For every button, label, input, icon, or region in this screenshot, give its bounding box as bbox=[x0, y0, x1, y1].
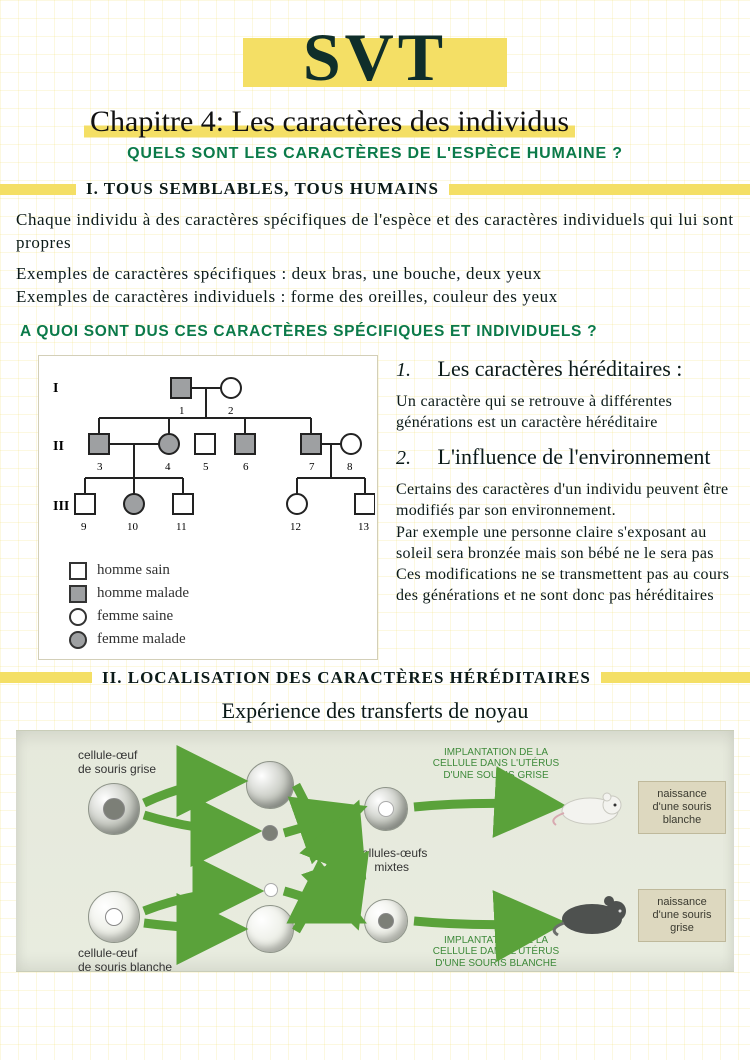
pedigree-figure: 1 2 3 4 5 6 7 8 bbox=[38, 355, 378, 660]
section-2-heading: II. LOCALISATION DES CARACTÈRES HÉRÉDITA… bbox=[0, 668, 750, 688]
svg-text:5: 5 bbox=[203, 461, 209, 473]
legend-item: femme saine bbox=[69, 608, 371, 626]
section-1-heading: I. TOUS SEMBLABLES, TOUS HUMAINS bbox=[0, 179, 750, 199]
legend-item: homme sain bbox=[69, 562, 371, 580]
svg-text:II: II bbox=[53, 439, 64, 454]
sub-2-heading: 2. L'influence de l'environnement bbox=[396, 445, 732, 469]
svg-text:7: 7 bbox=[309, 461, 315, 473]
section-1-subquestion: A QUOI SONT DUS CES CARACTÈRES SPÉCIFIQU… bbox=[20, 323, 750, 341]
result-grey: naissance d'une souris grise bbox=[638, 889, 726, 943]
section-2-title: II. LOCALISATION DES CARACTÈRES HÉRÉDITA… bbox=[102, 668, 591, 688]
svg-text:13: 13 bbox=[358, 521, 370, 533]
legend-item: homme malade bbox=[69, 585, 371, 603]
svg-text:III: III bbox=[53, 499, 69, 514]
sub-1-body: Un caractère qui se retrouve à différent… bbox=[396, 391, 732, 433]
main-question: QUELS SONT LES CARACTÈRES DE L'ESPÈCE HU… bbox=[0, 145, 750, 163]
section-1-p3: Exemples de caractères individuels : for… bbox=[0, 286, 750, 309]
section-1-p2: Exemples de caractères spécifiques : deu… bbox=[0, 263, 750, 286]
section-1-title: I. TOUS SEMBLABLES, TOUS HUMAINS bbox=[86, 179, 439, 199]
svg-text:4: 4 bbox=[165, 461, 171, 473]
experiment-title: Expérience des transferts de noyau bbox=[0, 698, 750, 724]
sub-2-body-a: Certains des caractères d'un individu pe… bbox=[396, 479, 732, 521]
svg-text:2: 2 bbox=[228, 405, 234, 417]
svg-text:11: 11 bbox=[176, 521, 187, 533]
svg-text:I: I bbox=[53, 381, 58, 396]
experiment-figure: cellule-œuf de souris grise cellule-œuf … bbox=[16, 730, 734, 972]
svg-text:1: 1 bbox=[179, 405, 185, 417]
mouse-white-icon bbox=[552, 783, 630, 827]
svg-text:6: 6 bbox=[243, 461, 249, 473]
svg-text:12: 12 bbox=[290, 521, 301, 533]
svg-text:10: 10 bbox=[127, 521, 139, 533]
svg-text:3: 3 bbox=[97, 461, 103, 473]
sub-2-body-b: Par exemple une personne claire s'exposa… bbox=[396, 522, 732, 564]
legend-item: femme malade bbox=[69, 631, 371, 649]
sub-1-heading: 1. Les caractères héréditaires : bbox=[396, 357, 732, 381]
result-white: naissance d'une souris blanche bbox=[638, 781, 726, 835]
svg-text:8: 8 bbox=[347, 461, 353, 473]
sub-2-body-c: Ces modifications ne se transmettent pas… bbox=[396, 564, 732, 606]
chapter-title: Chapitre 4: Les caractères des individus bbox=[84, 105, 575, 139]
mouse-grey-icon bbox=[552, 887, 634, 937]
page-title: SVT bbox=[243, 18, 507, 99]
svg-text:9: 9 bbox=[81, 521, 87, 533]
section-1-p1: Chaque individu à des caractères spécifi… bbox=[0, 209, 750, 255]
